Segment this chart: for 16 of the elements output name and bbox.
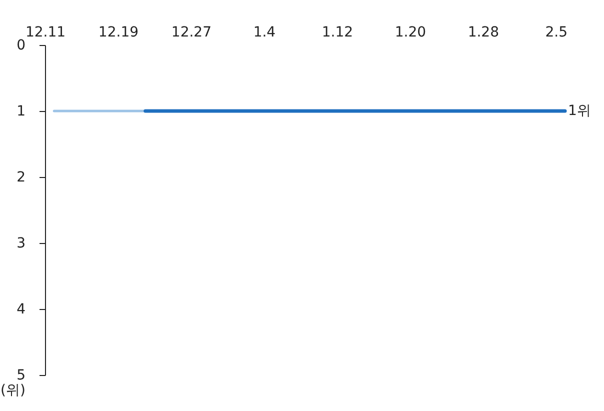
y-tick-label: 0: [16, 38, 26, 54]
x-tick-label: 12.19: [98, 24, 139, 40]
x-tick-label: 1.28: [468, 24, 499, 40]
y-axis-title: (위): [0, 382, 26, 398]
x-tick-label: 1.12: [322, 24, 354, 40]
y-tick-label: 5: [16, 368, 26, 384]
x-tick-label: 1.4: [253, 24, 276, 40]
x-tick-label: 12.27: [171, 24, 212, 40]
x-tick-label: 12.11: [25, 24, 66, 40]
y-tick-label: 2: [16, 170, 26, 186]
x-tick-label: 1.20: [394, 24, 426, 40]
y-tick-label: 1: [16, 104, 26, 120]
y-tick-label: 4: [16, 302, 26, 318]
y-tick-label: 3: [16, 236, 26, 252]
annotation: 1위: [568, 103, 591, 119]
x-tick-label: 2.5: [545, 24, 568, 40]
